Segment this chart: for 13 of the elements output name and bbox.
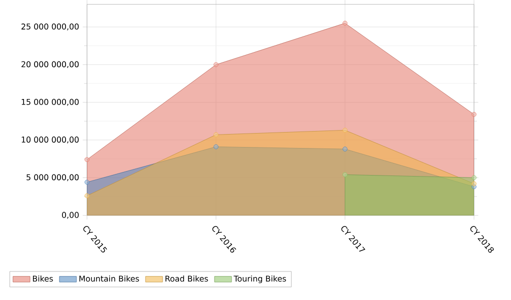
point [214, 62, 218, 67]
point [472, 175, 476, 180]
point [472, 181, 476, 186]
point [342, 128, 348, 132]
point [84, 193, 90, 198]
point [214, 132, 218, 137]
point [342, 172, 348, 177]
point [342, 146, 348, 152]
point [342, 20, 348, 26]
point [214, 144, 218, 149]
point [472, 112, 476, 117]
point [84, 157, 90, 162]
point [84, 180, 90, 184]
